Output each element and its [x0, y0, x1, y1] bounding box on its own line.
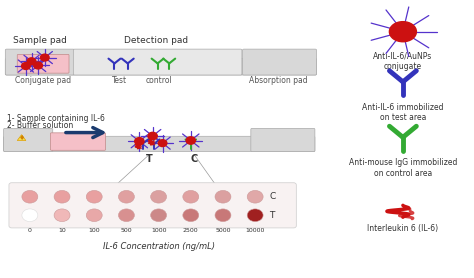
Circle shape — [86, 190, 102, 203]
FancyBboxPatch shape — [4, 128, 53, 152]
Text: T: T — [269, 211, 274, 220]
Text: IL-6 Concentration (ng/mL): IL-6 Concentration (ng/mL) — [103, 242, 215, 251]
Circle shape — [151, 209, 166, 222]
FancyBboxPatch shape — [5, 49, 74, 75]
Circle shape — [118, 209, 135, 222]
Text: 10000: 10000 — [246, 228, 265, 233]
Circle shape — [22, 190, 38, 203]
FancyBboxPatch shape — [9, 183, 296, 228]
Circle shape — [54, 209, 70, 222]
Text: Anti-IL-6 immobilized
on test area: Anti-IL-6 immobilized on test area — [362, 103, 444, 122]
Circle shape — [54, 190, 70, 203]
FancyBboxPatch shape — [5, 58, 317, 75]
Text: Anti-mouse IgG immobilized
on control area: Anti-mouse IgG immobilized on control ar… — [349, 158, 457, 178]
Text: 2- Buffer solution: 2- Buffer solution — [7, 121, 73, 130]
Circle shape — [40, 54, 49, 61]
Text: 5000: 5000 — [215, 228, 231, 233]
Text: 2500: 2500 — [183, 228, 199, 233]
Circle shape — [158, 140, 167, 147]
Text: ♦: ♦ — [18, 135, 25, 142]
FancyBboxPatch shape — [50, 133, 106, 150]
Text: Sample pad: Sample pad — [13, 36, 67, 45]
Text: 1000: 1000 — [151, 228, 166, 233]
Text: Interleukin 6 (IL-6): Interleukin 6 (IL-6) — [367, 225, 438, 234]
Circle shape — [86, 209, 102, 222]
Circle shape — [22, 209, 38, 222]
Text: C: C — [269, 192, 275, 201]
Circle shape — [247, 190, 263, 203]
FancyBboxPatch shape — [73, 49, 242, 75]
Text: Detection pad: Detection pad — [124, 36, 188, 45]
Circle shape — [27, 58, 36, 65]
Text: Test: Test — [112, 76, 127, 85]
Text: 1- Sample containing IL-6: 1- Sample containing IL-6 — [7, 114, 104, 123]
Circle shape — [215, 190, 231, 203]
FancyBboxPatch shape — [4, 136, 315, 152]
Circle shape — [118, 190, 135, 203]
Circle shape — [247, 209, 263, 222]
Text: C: C — [191, 155, 198, 165]
Text: 100: 100 — [89, 228, 100, 233]
Text: 0: 0 — [28, 228, 32, 233]
Text: Anti-IL-6/AuNPs
conjugate: Anti-IL-6/AuNPs conjugate — [373, 51, 432, 71]
FancyBboxPatch shape — [243, 49, 317, 75]
FancyBboxPatch shape — [251, 128, 315, 152]
Circle shape — [389, 22, 416, 42]
Circle shape — [183, 209, 199, 222]
Circle shape — [34, 62, 43, 69]
Circle shape — [22, 63, 30, 70]
FancyBboxPatch shape — [17, 54, 69, 73]
Text: T: T — [146, 155, 153, 165]
Text: Conjugate pad: Conjugate pad — [15, 76, 71, 85]
Circle shape — [183, 190, 199, 203]
Text: Absorption pad: Absorption pad — [249, 76, 308, 85]
Circle shape — [135, 138, 144, 145]
Text: control: control — [146, 76, 173, 85]
Circle shape — [151, 190, 166, 203]
Text: 10: 10 — [58, 228, 66, 233]
Text: 500: 500 — [120, 228, 132, 233]
Circle shape — [148, 132, 157, 140]
Circle shape — [215, 209, 231, 222]
Polygon shape — [17, 135, 26, 140]
Circle shape — [186, 137, 195, 144]
